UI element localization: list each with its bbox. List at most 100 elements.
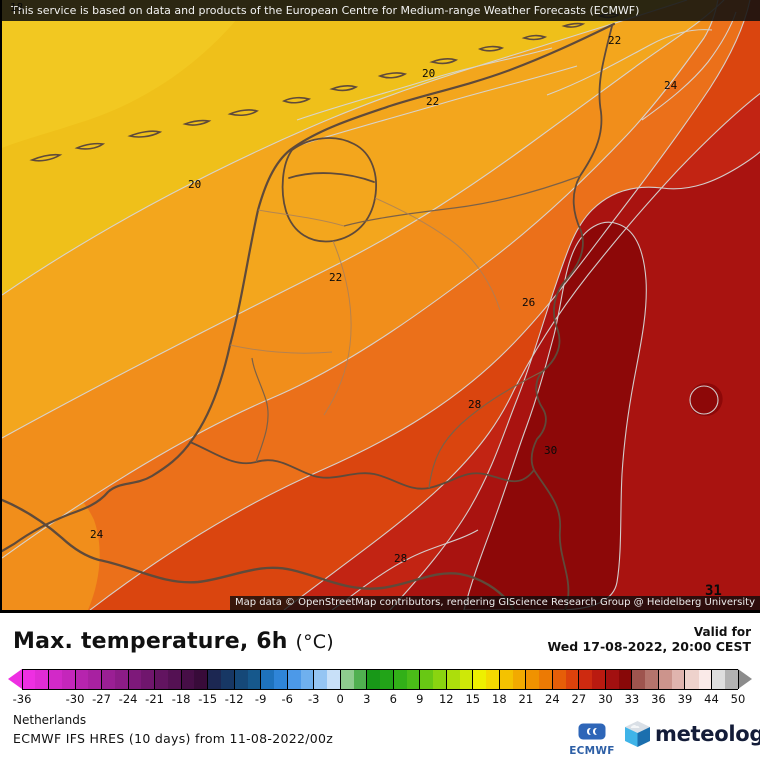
colorbar-cell [353, 670, 367, 689]
ecmwf-logo-icon [578, 723, 606, 740]
colorbar-tick [233, 670, 235, 689]
colorbar-tick [74, 670, 76, 689]
colorbar-tick-label: 15 [465, 692, 481, 706]
colorbar-cell [499, 670, 513, 689]
province-borders [229, 197, 501, 416]
colorbar-cell [512, 670, 527, 689]
colorbar-cell [300, 670, 314, 689]
colorbar-cell [645, 670, 659, 689]
colorbar-tick-label: -6 [281, 692, 293, 706]
colorbar-cell [220, 670, 235, 689]
colorbar-cell [618, 670, 633, 689]
colorbar-tick [207, 670, 209, 689]
colorbar-cell [658, 670, 673, 689]
colorbar-cell [274, 670, 288, 689]
meteologix-logo-icon [625, 721, 650, 747]
temperature-contours [2, 0, 760, 610]
colorbar-cell [406, 670, 420, 689]
brand-pre: meteolog [655, 722, 760, 746]
colorbar-tick-label: 36 [651, 692, 666, 706]
temperature-map[interactable]: 18 20 22 20 22 24 22 26 28 30 24 28 31 This service … [0, 0, 760, 613]
colorbar-tick-label: 6 [389, 692, 397, 706]
colorbar-cell [473, 670, 487, 689]
colorbar-cell [75, 670, 89, 689]
colorbar-tick-label: 24 [545, 692, 560, 706]
colorbar-cell [194, 670, 208, 689]
colorbar-cell [287, 670, 301, 689]
contour-label: 20 [188, 178, 202, 191]
contour-label: 28 [394, 552, 408, 565]
colorbar-tick [604, 670, 606, 689]
colorbar-tick [419, 670, 421, 689]
colorbar-cell [579, 670, 593, 689]
contour-label: 26 [522, 296, 536, 309]
colorbar-cell [366, 670, 381, 689]
colorbar-tick-label: -3 [307, 692, 320, 706]
colorbar-cell [340, 670, 354, 689]
colorbar-tick-label: 18 [492, 692, 507, 706]
colorbar-tick-label: -9 [254, 692, 267, 706]
ecmwf-logo[interactable]: ECMWF [564, 723, 620, 757]
colorbar-cells [21, 669, 739, 690]
colorbar-tick-label: -21 [145, 692, 164, 706]
weather-map-svg [2, 0, 760, 610]
temperature-colorbar: -36 -30 -27 -24 -21 -18 -15 -12 -9 -6 -3 0 3 6 9 12 15 18… [8, 669, 752, 709]
colorbar-cell [247, 670, 261, 689]
colorbar-cell [327, 670, 341, 689]
map-footer: Max. temperature, 6h (°C) Valid for Wed … [0, 613, 760, 760]
colorbar-tick [313, 670, 315, 689]
colorbar-tick [710, 670, 712, 689]
contour-label: 22 [608, 34, 622, 47]
colorbar-cell [154, 670, 168, 689]
colorbar-tick-label: 44 [704, 692, 719, 706]
colorbar-cell [128, 670, 142, 689]
colorbar-left-arrow [8, 669, 22, 689]
colorbar-cell [419, 670, 434, 689]
meteologix-logo[interactable]: meteologıx.com [624, 720, 760, 748]
ecmwf-logo-text: ECMWF [569, 745, 615, 757]
colorbar-tick [578, 670, 580, 689]
colorbar-tick-label: 27 [571, 692, 587, 706]
colorbar-cell [592, 670, 606, 689]
temperature-bands [2, 0, 760, 610]
colorbar-cell [698, 670, 712, 689]
map-attribution: Map data © OpenStreetMap contributors, r… [230, 596, 760, 610]
colorbar-tick [472, 670, 474, 689]
valid-time-block: Valid for Wed 17-08-2022, 20:00 CEST [547, 625, 751, 655]
colorbar-cell [526, 670, 540, 689]
colorbar-labels: -36 -30 -27 -24 -21 -18 -15 -12 -9 -6 -3 0 3 6 9 12 15 18… [13, 692, 746, 707]
colorbar-cell [725, 670, 739, 689]
colorbar-tick-label: -15 [198, 692, 218, 706]
colorbar-cell [101, 670, 115, 689]
colorbar-tick [48, 670, 50, 689]
colorbar-cell [48, 670, 62, 689]
colorbar-tick [445, 670, 447, 689]
colorbar-cell [181, 670, 195, 689]
colorbar-cell [88, 670, 102, 689]
rivers [251, 175, 581, 489]
colorbar-tick-label: -24 [118, 692, 138, 706]
contour-label: 24 [90, 528, 104, 541]
contour-label: 24 [664, 79, 678, 92]
colorbar-cell [552, 670, 566, 689]
colorbar-cell [565, 670, 580, 689]
colorbar-tick [154, 670, 156, 689]
colorbar-tick-label: 9 [416, 692, 424, 706]
colorbar-tick [260, 670, 262, 689]
colorbar-tick-label: 30 [598, 692, 613, 706]
colorbar-tick-label: -12 [224, 692, 244, 706]
colorbar-cell [459, 670, 474, 689]
valid-for-label: Valid for [693, 625, 751, 639]
colorbar-tick [551, 670, 553, 689]
colorbar-cell [632, 670, 646, 689]
colorbar-cell [433, 670, 447, 689]
colorbar-tick-label: -36 [12, 692, 32, 706]
colorbar-cell [234, 670, 248, 689]
contour-label: 22 [426, 95, 440, 108]
colorbar-tick [366, 670, 368, 689]
colorbar-tick [127, 670, 129, 689]
colorbar-tick [684, 670, 686, 689]
colorbar-tick-label: 39 [677, 692, 693, 706]
colorbar-tick [657, 670, 659, 689]
